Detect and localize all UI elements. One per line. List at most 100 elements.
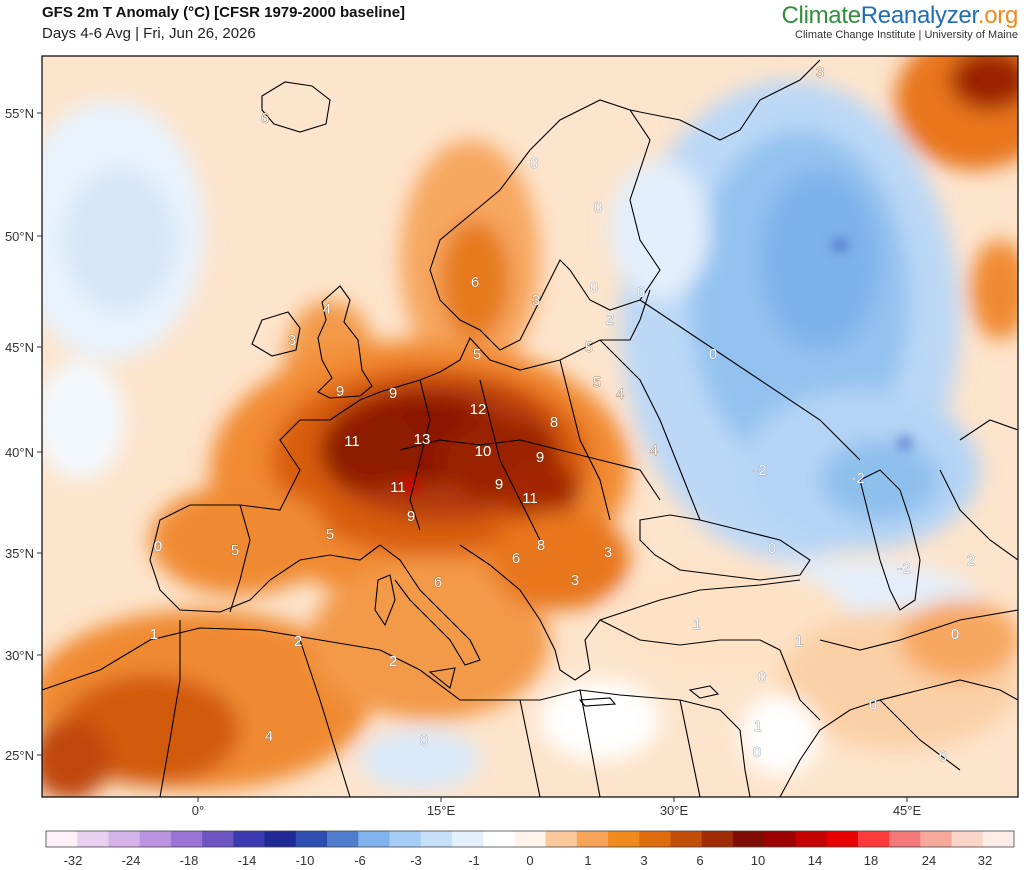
contour-label: 0 bbox=[709, 346, 717, 363]
colorbar-swatch bbox=[608, 831, 640, 847]
colorbar-swatch bbox=[951, 831, 984, 847]
brand-logo[interactable]: ClimateReanalyzer.org Climate Change Ins… bbox=[782, 2, 1019, 41]
contour-label: 5 bbox=[585, 339, 593, 356]
map-frame bbox=[41, 55, 1019, 798]
contour-label: 0 bbox=[753, 744, 761, 761]
lon-label: 0° bbox=[192, 803, 204, 818]
lat-label: 40°N bbox=[5, 445, 34, 460]
coastlines-borders bbox=[42, 59, 1018, 797]
contour-label: 4 bbox=[323, 301, 331, 318]
contour-label: 0 bbox=[951, 626, 959, 643]
colorbar-swatch bbox=[358, 831, 390, 847]
colorbar-swatch bbox=[420, 831, 453, 847]
contour-label: 1 bbox=[693, 616, 701, 633]
contour-label: 0 bbox=[154, 538, 162, 555]
lat-label: 25°N bbox=[5, 748, 34, 763]
contour-label: 5 bbox=[593, 374, 601, 391]
contour-label: 8 bbox=[550, 414, 558, 431]
contour-label: 0 bbox=[530, 155, 538, 172]
colorbar-swatch bbox=[826, 831, 859, 847]
contour-label: -2 bbox=[851, 470, 864, 487]
contour-label: 3 bbox=[571, 572, 579, 589]
colorbar-tick-label: 0 bbox=[526, 853, 533, 868]
colorbar-swatch bbox=[170, 831, 203, 847]
colorbar-swatch bbox=[264, 831, 297, 847]
lat-label: 30°N bbox=[5, 648, 34, 663]
contour-label: 11 bbox=[390, 479, 406, 496]
contour-label: 2 bbox=[606, 311, 614, 328]
colorbar-swatch bbox=[764, 831, 796, 847]
colorbar-swatch bbox=[139, 831, 172, 847]
lon-label: 15°E bbox=[427, 803, 456, 818]
contour-label: 9 bbox=[407, 508, 415, 525]
colorbar-swatch bbox=[327, 831, 359, 847]
contour-label: 2 bbox=[294, 633, 302, 650]
colorbar-swatch bbox=[389, 831, 422, 847]
map-subtitle: Days 4-6 Avg | Fri, Jun 26, 2026 bbox=[42, 25, 256, 42]
contour-label: 5 bbox=[473, 346, 481, 363]
colorbar-tick-label: -32 bbox=[64, 853, 83, 868]
contour-label: 6 bbox=[261, 110, 269, 127]
colorbar-swatch bbox=[108, 831, 141, 847]
contour-label: 12 bbox=[470, 401, 487, 418]
lon-label: 45°E bbox=[893, 803, 922, 818]
colorbar-tick-label: 24 bbox=[922, 853, 936, 868]
contour-label: 0 bbox=[869, 696, 877, 713]
colorbar-swatch bbox=[46, 831, 78, 847]
lat-label: 55°N bbox=[5, 106, 34, 121]
brand-tagline: Climate Change Institute | University of… bbox=[795, 29, 1018, 41]
colorbar-swatch bbox=[732, 831, 765, 847]
contour-label: 5 bbox=[326, 526, 334, 543]
colorbar-tick-label: 6 bbox=[696, 853, 703, 868]
contour-label: 0 bbox=[420, 732, 428, 749]
anomaly-hotspots bbox=[400, 239, 912, 493]
lat-label: 50°N bbox=[5, 229, 34, 244]
colorbar-tick-label: -6 bbox=[354, 853, 366, 868]
contour-label: 1 bbox=[795, 633, 803, 650]
colorbar-swatch bbox=[857, 831, 890, 847]
colorbar-tick-label: -14 bbox=[238, 853, 257, 868]
lat-label: 35°N bbox=[5, 546, 34, 561]
contour-label: 0 bbox=[768, 540, 776, 557]
contour-label: 0 bbox=[758, 669, 766, 686]
contour-label: 4 bbox=[265, 728, 273, 745]
contour-label: 0 bbox=[594, 199, 602, 216]
contour-label: 13 bbox=[414, 431, 431, 448]
latitude-axis: 55°N 50°N 45°N 40°N 35°N 30°N 25°N bbox=[5, 106, 42, 763]
longitude-axis: 0° 15°E 30°E 45°E bbox=[192, 797, 922, 818]
contour-label: 9 bbox=[389, 385, 397, 402]
lon-label: 30°E bbox=[660, 803, 689, 818]
contour-label: 3 bbox=[604, 544, 612, 561]
colorbar-tick-label: 32 bbox=[978, 853, 992, 868]
contour-label: 0 bbox=[637, 284, 645, 301]
contour-label: 4 bbox=[650, 442, 658, 459]
contour-label: 3 bbox=[532, 292, 540, 309]
contour-label: 6 bbox=[471, 274, 479, 291]
contour-label: 11 bbox=[344, 433, 360, 450]
contour-label: 1 bbox=[150, 626, 158, 643]
colorbar-tick-label: -3 bbox=[410, 853, 422, 868]
contour-label: -2 bbox=[753, 462, 766, 479]
brand-name-part1: Climate bbox=[781, 2, 862, 29]
colorbar-tick-label: -10 bbox=[296, 853, 315, 868]
map-title: GFS 2m T Anomaly (°C) [CFSR 1979-2000 ba… bbox=[42, 4, 406, 21]
colorbar-swatch bbox=[77, 831, 109, 847]
colorbar-swatch bbox=[576, 831, 609, 847]
colorbar-tick-label: 1 bbox=[584, 853, 591, 868]
contour-label: 10 bbox=[475, 443, 492, 460]
contour-label: 5 bbox=[231, 542, 239, 559]
contour-label: -2 bbox=[897, 560, 910, 577]
colorbar-tick-label: -1 bbox=[468, 853, 480, 868]
colorbar-tick-label: -18 bbox=[180, 853, 199, 868]
brand-name-part2: Reanalyzer bbox=[860, 2, 978, 29]
brand-name: ClimateReanalyzer.org bbox=[782, 2, 1019, 30]
map-field bbox=[42, 56, 1018, 797]
contour-label: 11 bbox=[522, 490, 538, 507]
colorbar-swatch bbox=[701, 831, 734, 847]
colorbar-swatch bbox=[795, 831, 828, 847]
colorbar-tick-label: -24 bbox=[122, 853, 141, 868]
contour-label: 8 bbox=[537, 537, 545, 554]
colorbar-swatch bbox=[202, 831, 234, 847]
